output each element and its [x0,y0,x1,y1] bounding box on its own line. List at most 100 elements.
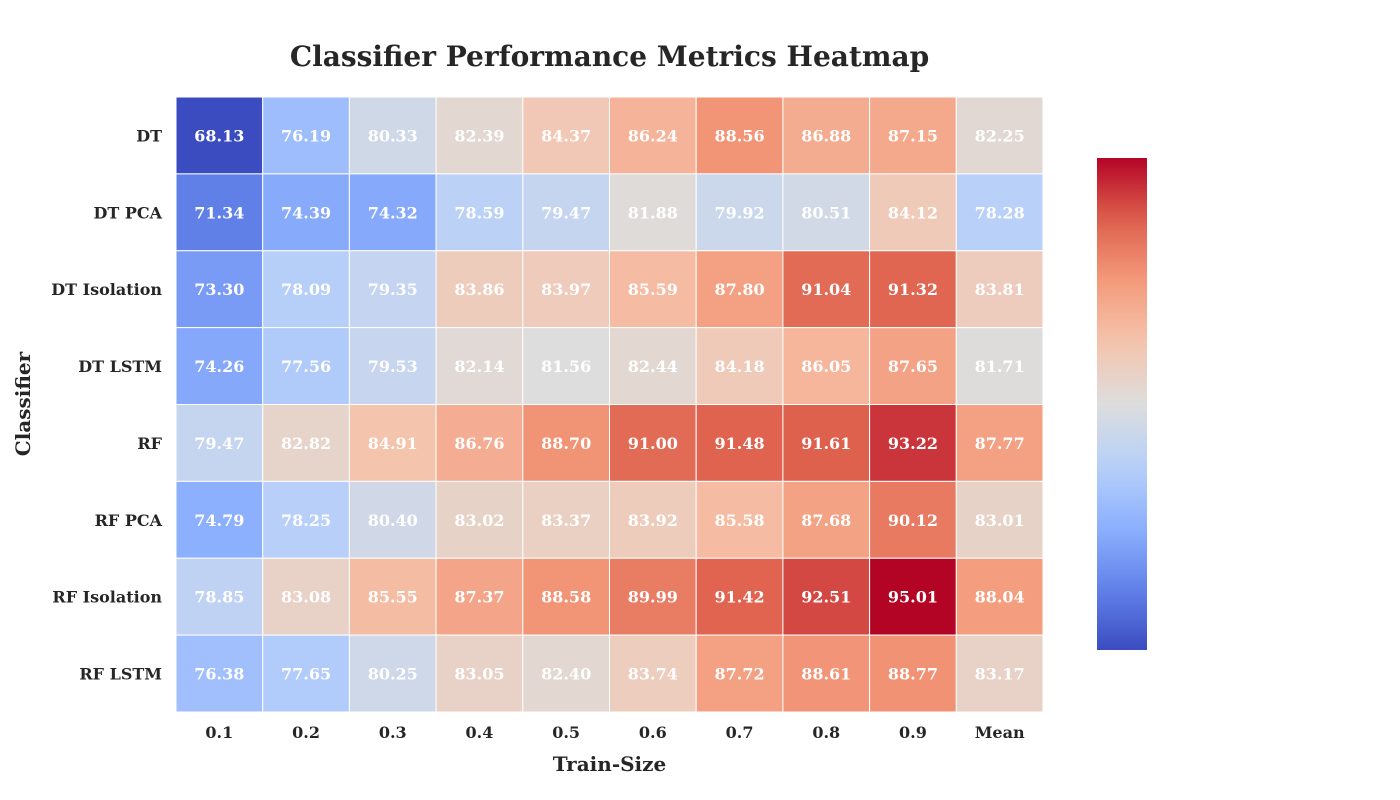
cell-value-label: 92.51 [801,588,851,607]
cell-value-label: 88.58 [541,588,591,607]
cell-value-label: 83.74 [628,665,678,684]
heatmap-cell [782,173,871,252]
heatmap-cell [435,250,524,329]
heatmap-cell [348,404,437,482]
cell-value-label: 74.39 [281,203,331,222]
cell-value-label: 84.18 [714,357,764,376]
heatmap-cell [782,404,871,482]
cell-value-label: 91.61 [801,434,851,453]
cell-value-label: 87.65 [888,357,938,376]
heatmap-cell [522,173,610,252]
heatmap-cell [175,634,264,713]
cell-value-label: 82.40 [541,665,591,684]
cell-value-label: 87.77 [975,434,1025,453]
cell-value-label: 83.08 [281,588,331,607]
cell-value-label: 79.47 [541,203,591,222]
x-axis-label: Train-Size [552,752,667,776]
cell-value-label: 95.01 [888,588,938,607]
x-tick-label: 0.1 [205,723,233,742]
cell-value-label: 82.82 [281,434,331,453]
cell-value-label: 80.25 [368,665,418,684]
heatmap-cell [782,480,871,559]
heatmap-cell [609,404,697,482]
heatmap-cell [782,557,871,636]
cell-value-label: 85.58 [714,511,764,530]
heatmap-cell [262,557,350,636]
heatmap-cell [695,634,784,713]
cell-value-label: 86.76 [454,434,504,453]
cell-value-label: 87.37 [454,588,504,607]
cell-value-label: 83.86 [454,280,504,299]
cell-value-label: 87.80 [714,280,764,299]
heatmap-cell [522,480,610,559]
cell-value-label: 81.88 [628,203,678,222]
cell-value-label: 79.92 [714,203,764,222]
cell-value-label: 81.56 [541,357,591,376]
heatmap-cell [609,250,697,329]
heatmap-cell [348,96,437,175]
heatmap-cell [695,96,784,175]
cell-value-label: 68.13 [194,126,244,145]
heatmap-cell [435,404,524,482]
cell-value-label: 77.56 [281,357,331,376]
cell-value-label: 78.09 [281,280,331,299]
heatmap-cell [609,173,697,252]
cell-value-label: 83.02 [454,511,504,530]
heatmap-cell [695,557,784,636]
heatmap-cell [955,250,1044,329]
heatmap-cell [955,634,1044,713]
heatmap-cell [262,404,350,482]
cell-value-label: 91.42 [714,588,764,607]
heatmap-cell [348,173,437,252]
heatmap-cell [695,173,784,252]
x-tick-label: 0.2 [292,723,320,742]
heatmap-cell [869,327,957,405]
cell-value-label: 91.48 [714,434,764,453]
heatmap-cell [348,557,437,636]
cell-value-label: 82.25 [975,126,1025,145]
cell-value-label: 83.92 [628,511,678,530]
heatmap-cell [695,404,784,482]
cell-value-label: 82.14 [454,357,504,376]
heatmap-cell [522,250,610,329]
cell-value-label: 88.04 [975,588,1025,607]
cell-value-label: 85.55 [368,588,418,607]
cell-value-label: 76.19 [281,126,331,145]
heatmap-cell [955,173,1044,252]
cell-value-label: 87.15 [888,126,938,145]
cell-value-label: 77.65 [281,665,331,684]
heatmap-cell [348,634,437,713]
x-tick-label: 0.9 [899,723,927,742]
y-tick-label: DT LSTM [78,357,162,376]
cell-value-label: 87.68 [801,511,851,530]
heatmap-cell [348,250,437,329]
heatmap-cell [262,250,350,329]
cell-value-label: 79.47 [194,434,244,453]
cell-value-label: 83.17 [975,665,1025,684]
cell-value-label: 74.32 [368,203,418,222]
cell-value-label: 80.40 [368,511,418,530]
cell-value-label: 83.81 [975,280,1025,299]
heatmap-cell [175,327,264,405]
x-tick-label: 0.6 [639,723,667,742]
cell-value-label: 89.99 [628,588,678,607]
cell-value-label: 88.77 [888,665,938,684]
x-tick-label: Mean [975,723,1025,742]
cell-value-label: 85.59 [628,280,678,299]
colorbar [1097,158,1147,650]
y-tick-label: DT [136,126,162,145]
cell-value-label: 78.25 [281,511,331,530]
heatmap-cell [435,173,524,252]
heatmap-cell [869,480,957,559]
cell-value-label: 83.01 [975,511,1025,530]
heatmap-cell [955,96,1044,175]
cell-value-label: 83.97 [541,280,591,299]
cell-value-label: 74.79 [194,511,244,530]
y-tick-label: DT Isolation [51,280,162,299]
heatmap-cell [262,96,350,175]
chart-title: Classifier Performance Metrics Heatmap [289,40,930,73]
cell-value-label: 88.56 [714,126,764,145]
cell-value-label: 82.44 [628,357,678,376]
cell-value-label: 79.35 [368,280,418,299]
